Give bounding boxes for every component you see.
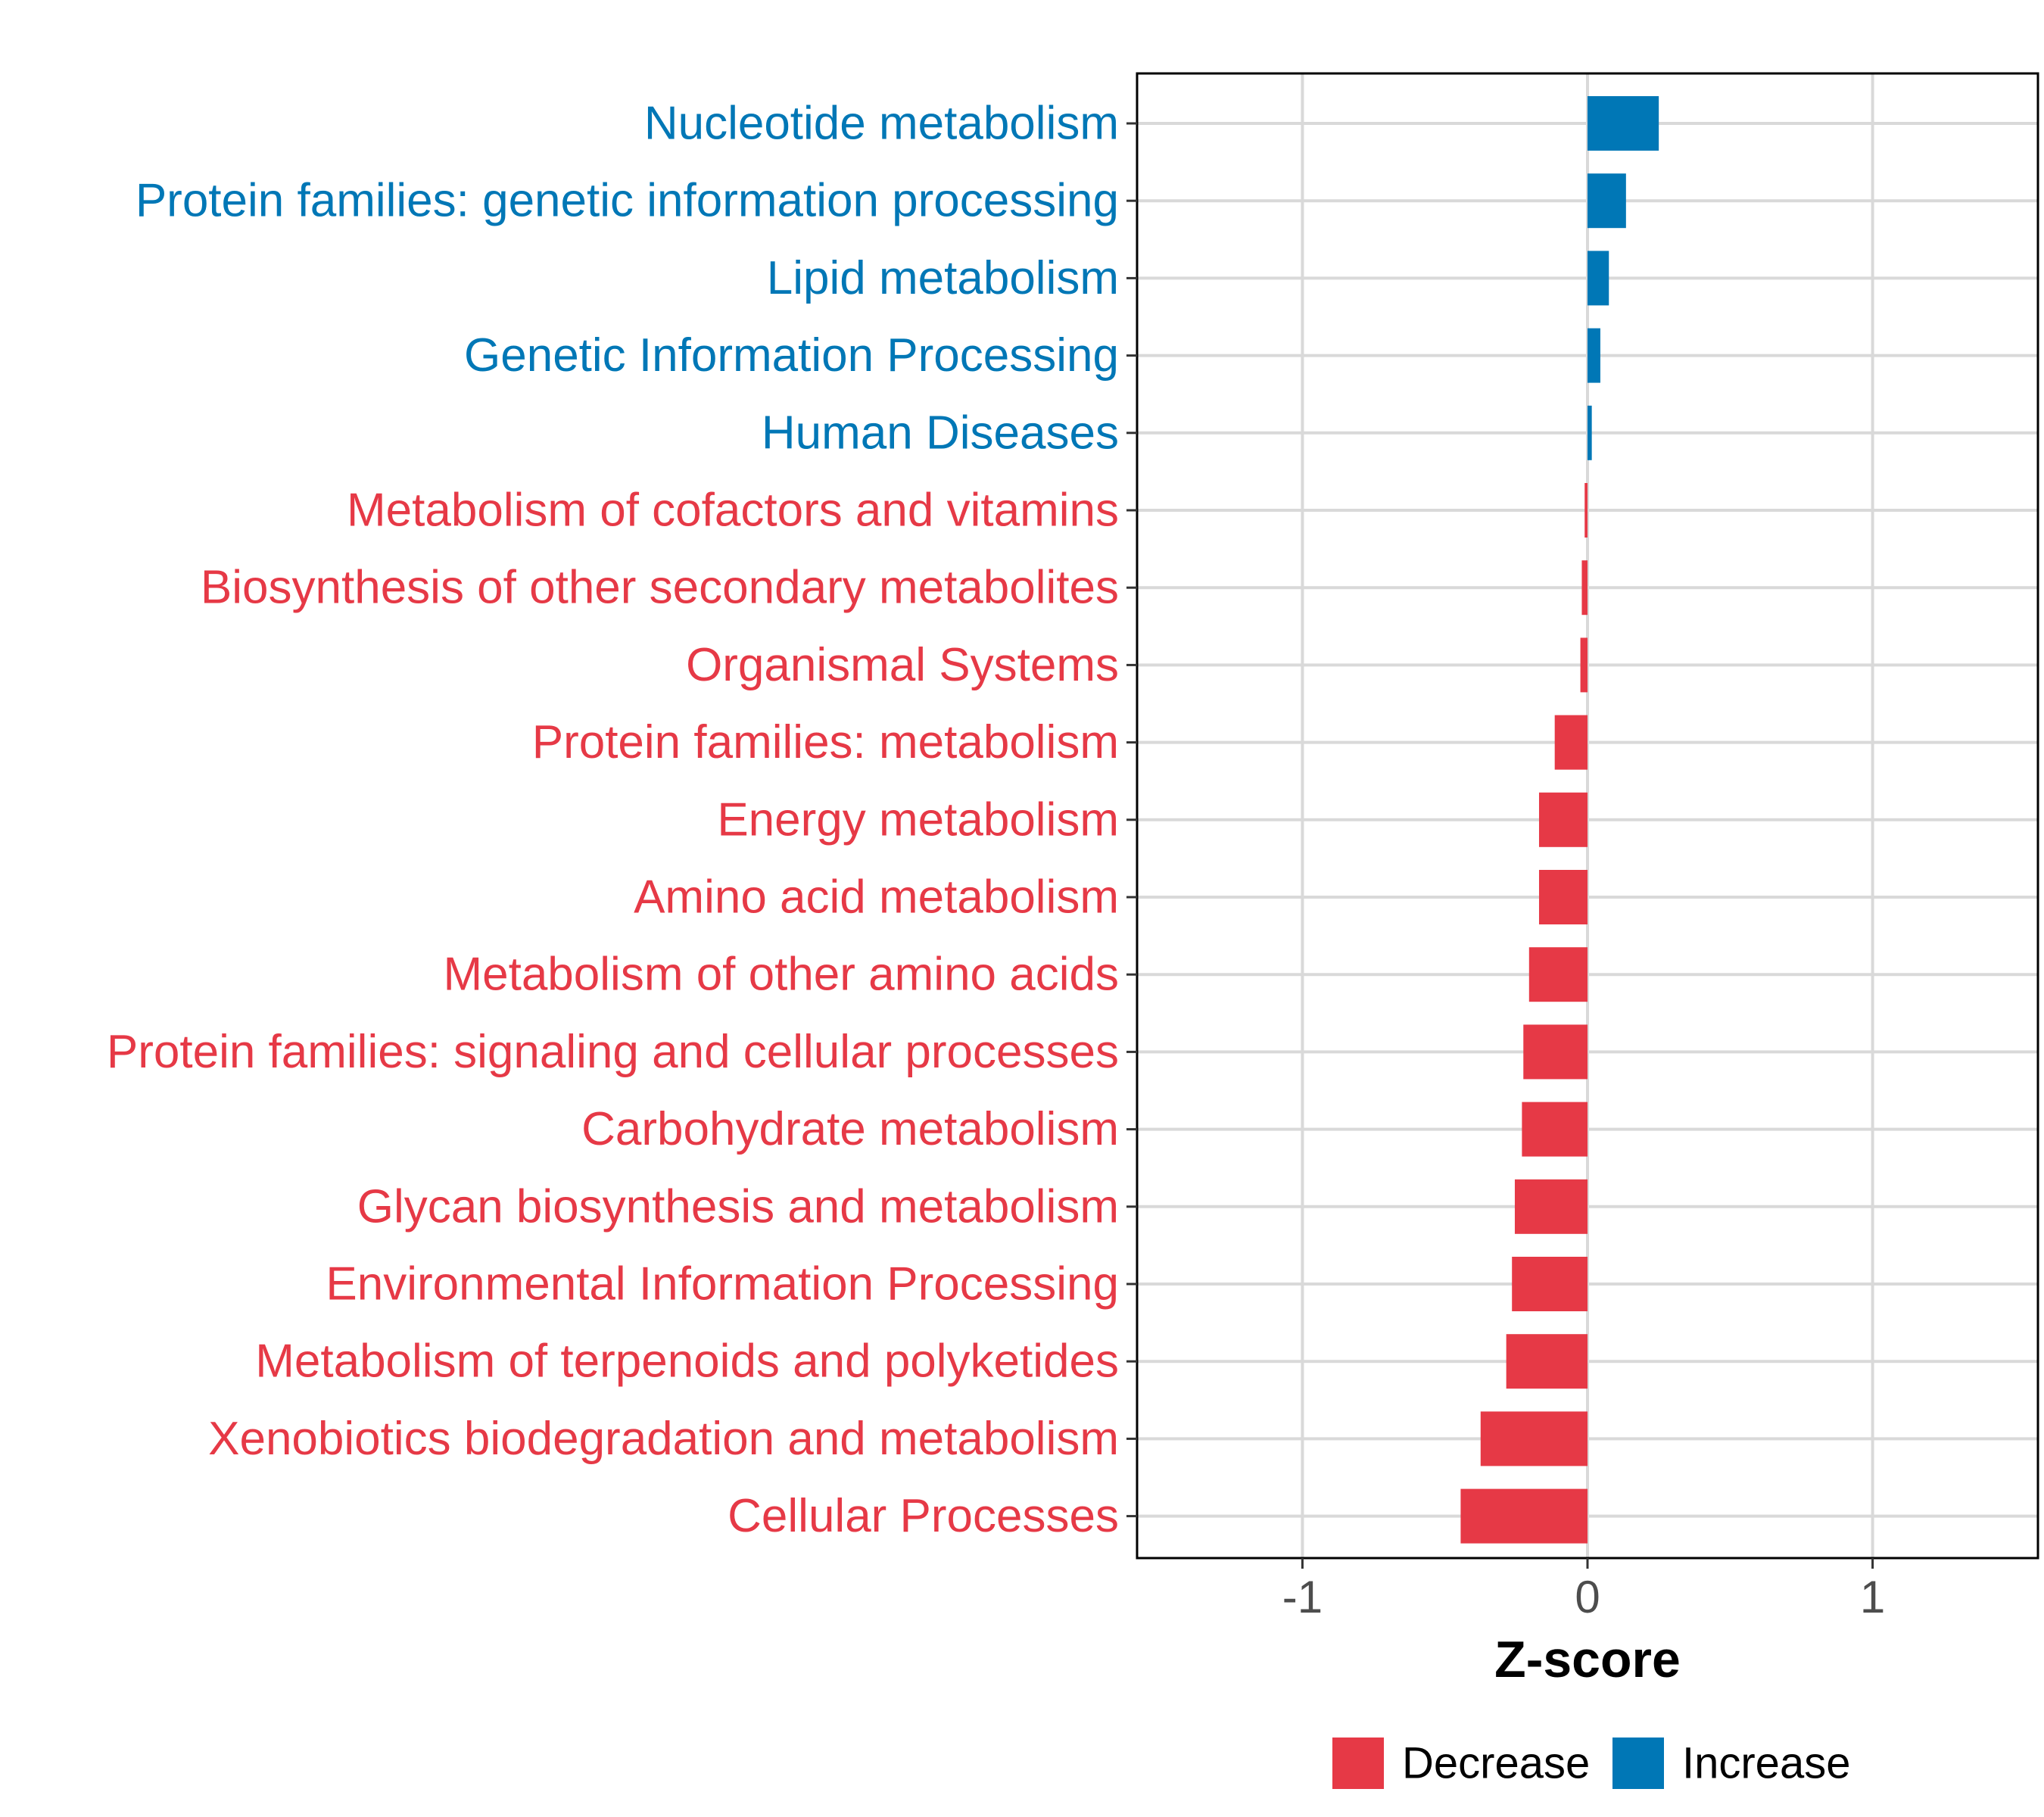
bar (1588, 405, 1592, 460)
bar (1528, 947, 1588, 1002)
y-tick-label: Protein families: genetic information pr… (136, 175, 1119, 227)
y-tick-label: Metabolism of cofactors and vitamins (347, 485, 1119, 537)
y-tick-label: Glycan biosynthesis and metabolism (357, 1180, 1119, 1233)
legend-label-increase: Increase (1682, 1739, 1850, 1788)
legend-label-decrease: Decrease (1402, 1739, 1590, 1788)
bar (1514, 1179, 1588, 1234)
bar (1588, 328, 1600, 383)
bar (1523, 1024, 1588, 1080)
bar (1581, 560, 1588, 616)
y-tick-label: Biosynthesis of other secondary metaboli… (201, 562, 1119, 614)
bar (1580, 637, 1588, 693)
y-tick-label: Xenobiotics biodegradation and metabolis… (208, 1413, 1119, 1465)
y-tick-label: Nucleotide metabolism (644, 98, 1119, 150)
y-axis-labels: Nucleotide metabolism Protein families: g… (107, 98, 1119, 1543)
y-tick-label: Metabolism of other amino acids (443, 949, 1119, 1001)
y-tick-label: Energy metabolism (717, 793, 1119, 846)
y-tick-label: Organismal Systems (686, 639, 1119, 691)
bar (1480, 1411, 1588, 1466)
bar (1588, 173, 1626, 229)
bar (1522, 1102, 1588, 1157)
bar (1538, 870, 1588, 924)
y-tick-label: Carbohydrate metabolism (581, 1103, 1119, 1155)
x-axis-title: Z-score (1494, 1631, 1681, 1688)
x-tick-label: 1 (1860, 1572, 1885, 1622)
bar (1506, 1334, 1588, 1389)
y-tick-label: Human Diseases (762, 407, 1119, 459)
y-tick-label: Protein families: signaling and cellular… (107, 1026, 1119, 1078)
y-tick-label: Environmental Information Processing (326, 1258, 1119, 1311)
x-tick-label: -1 (1282, 1572, 1323, 1622)
y-tick-label: Genetic Information Processing (464, 329, 1119, 382)
bar (1588, 251, 1609, 306)
bar (1554, 715, 1588, 770)
y-tick-label: Cellular Processes (728, 1490, 1119, 1542)
bar (1538, 792, 1588, 847)
y-tick-label: Amino acid metabolism (634, 871, 1119, 924)
y-tick-label: Metabolism of terpenoids and polyketides (255, 1335, 1119, 1388)
bar (1588, 96, 1659, 151)
legend-key-decrease (1332, 1738, 1384, 1789)
x-tick-label: 0 (1575, 1572, 1600, 1622)
bars (1460, 96, 1659, 1544)
y-tick-label: Lipid metabolism (767, 252, 1119, 304)
legend-key-increase (1612, 1738, 1664, 1789)
y-tick-label: Protein families: metabolism (532, 716, 1119, 768)
bar (1460, 1488, 1588, 1544)
bar (1512, 1257, 1588, 1311)
bar (1584, 483, 1588, 538)
y-axis-ticks (1126, 122, 1137, 1518)
legend: Decrease Increase (1332, 1738, 1850, 1789)
x-axis-ticks: -1 0 1 (1282, 1558, 1885, 1622)
